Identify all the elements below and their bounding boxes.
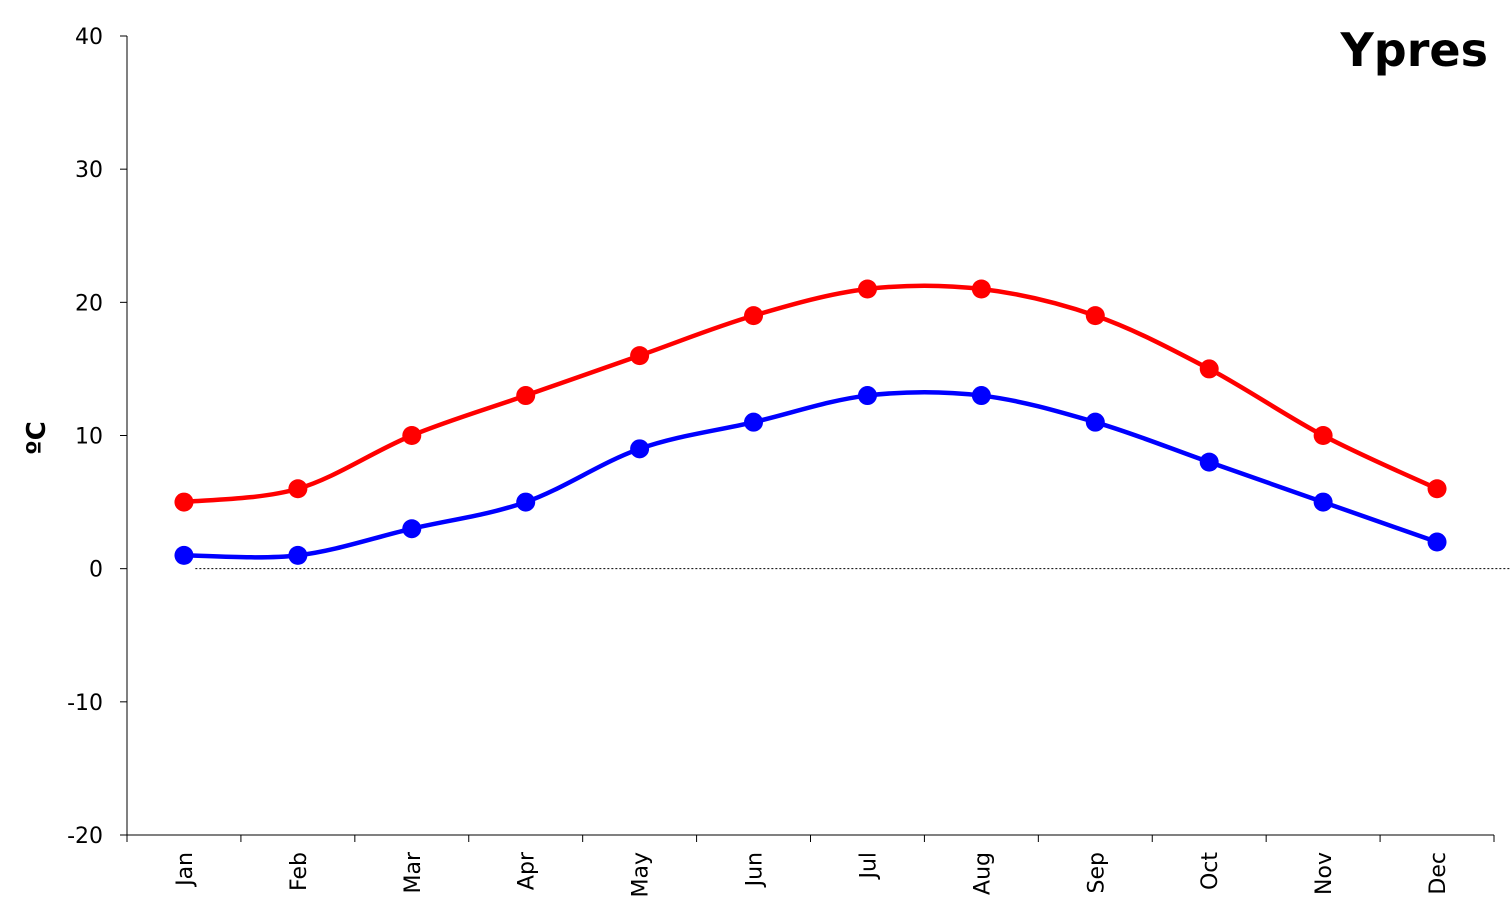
data-point — [516, 492, 536, 512]
x-tick-label: Jan — [173, 852, 198, 888]
data-point — [971, 386, 991, 406]
series-line — [181, 389, 1440, 560]
data-point — [402, 519, 422, 539]
data-point — [174, 545, 194, 565]
x-tick-label: Feb — [287, 852, 312, 891]
x-tick-label: Oct — [1198, 852, 1223, 890]
data-point — [1427, 479, 1447, 499]
y-tick-label: 40 — [75, 25, 103, 50]
data-point — [1199, 359, 1219, 379]
x-tick-label: Dec — [1426, 852, 1451, 895]
series-2 — [174, 386, 1447, 565]
x-tick-label: Aug — [970, 852, 995, 895]
y-tick-label: 10 — [75, 425, 103, 450]
x-tick-label: Jul — [856, 852, 881, 881]
series-line — [181, 283, 1440, 505]
chart-title: Ypres — [1339, 23, 1488, 77]
y-tick-label: 0 — [89, 558, 103, 583]
y-axis-ticks: -20 -10 0 10 20 30 40 — [67, 25, 127, 849]
data-point — [971, 279, 991, 299]
x-tick-label: Mar — [401, 851, 426, 893]
data-point — [630, 439, 650, 459]
data-point — [857, 279, 877, 299]
data-point — [402, 426, 422, 445]
y-tick-label: -20 — [67, 824, 103, 849]
data-point — [630, 346, 650, 366]
y-tick-label: 20 — [75, 291, 103, 316]
x-tick-label: Sep — [1084, 852, 1109, 893]
x-tick-label: Jun — [743, 852, 768, 888]
x-tick-label: May — [629, 852, 654, 897]
data-point — [516, 386, 536, 406]
data-point — [1313, 426, 1333, 445]
y-axis-title: ºC — [22, 421, 52, 455]
x-tick-label: Nov — [1312, 852, 1337, 895]
data-point — [1085, 412, 1105, 432]
data-point — [174, 492, 194, 512]
data-point — [1313, 492, 1333, 512]
data-point — [288, 545, 308, 565]
data-point — [288, 479, 308, 499]
y-tick-label: 30 — [75, 158, 103, 183]
plot-area: -20 -10 0 10 20 30 40 Jan Feb Mar Apr May Jun Jul Aug… — [67, 25, 1510, 897]
series-1 — [174, 279, 1447, 512]
data-point — [744, 306, 764, 326]
data-point — [857, 386, 877, 406]
x-tick-label: Apr — [515, 851, 540, 890]
y-tick-label: -10 — [67, 691, 103, 716]
series-layer — [174, 279, 1447, 565]
data-point — [744, 412, 764, 432]
x-axis-ticks: Jan Feb Mar Apr May Jun Jul Aug Sep Oct Nov Dec — [126, 835, 1495, 897]
data-point — [1199, 452, 1219, 472]
data-point — [1427, 532, 1447, 552]
data-point — [1085, 306, 1105, 326]
